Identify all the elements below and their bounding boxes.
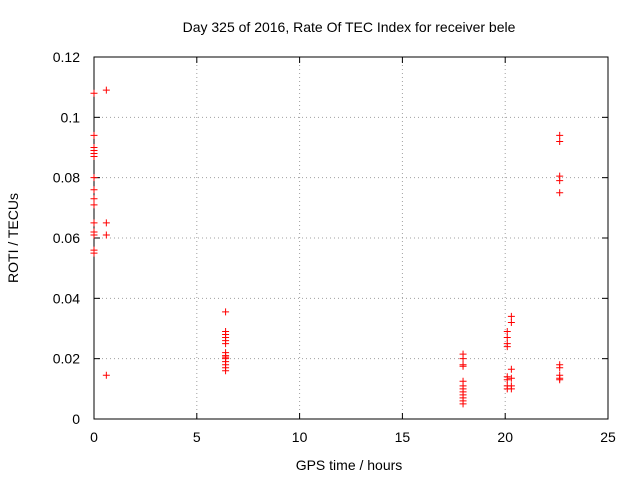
y-tick-label: 0 — [72, 411, 80, 427]
data-point — [503, 328, 511, 336]
data-point — [102, 231, 110, 239]
data-point — [556, 376, 564, 384]
data-point — [507, 374, 515, 382]
y-tick-label: 0.08 — [53, 170, 80, 186]
x-tick-label: 20 — [497, 429, 513, 445]
data-point — [459, 400, 467, 408]
data-point — [102, 371, 110, 379]
data-point — [556, 131, 564, 139]
data-point — [90, 186, 98, 194]
y-tick-label: 0.12 — [53, 49, 80, 65]
data-point — [503, 334, 511, 342]
y-tick-label: 0.1 — [61, 109, 81, 125]
data-point — [222, 340, 230, 348]
data-point — [90, 249, 98, 257]
data-point — [90, 231, 98, 239]
data-point — [556, 137, 564, 145]
data-point — [90, 89, 98, 97]
data-point — [102, 86, 110, 94]
chart-title: Day 325 of 2016, Rate Of TEC Index for r… — [183, 19, 516, 35]
data-points — [90, 86, 564, 408]
grid-layer — [94, 57, 608, 419]
data-point — [90, 153, 98, 161]
x-tick-label: 0 — [90, 429, 98, 445]
data-point — [90, 219, 98, 227]
data-point — [507, 365, 515, 373]
x-tick-label: 5 — [193, 429, 201, 445]
data-point — [90, 201, 98, 209]
y-tick-label: 0.06 — [53, 230, 80, 246]
data-point — [507, 312, 515, 320]
data-point — [503, 343, 511, 351]
data-point — [556, 364, 564, 372]
y-axis-label: ROTI / TECUs — [5, 193, 21, 283]
data-point — [102, 219, 110, 227]
x-axis-label: GPS time / hours — [296, 457, 403, 473]
data-point — [459, 362, 467, 370]
data-point — [222, 367, 230, 375]
data-point — [556, 177, 564, 185]
data-point — [222, 308, 230, 316]
data-point — [556, 189, 564, 197]
y-tick-label: 0.02 — [53, 351, 80, 367]
data-point — [90, 174, 98, 182]
x-tick-label: 15 — [395, 429, 411, 445]
data-point — [507, 318, 515, 326]
x-tick-label: 10 — [292, 429, 308, 445]
data-point — [90, 195, 98, 203]
x-tick-label: 25 — [600, 429, 616, 445]
tick-layer: 0 5 10 15 20 25 0 0.02 0.04 0.06 0.08 0.1 0.12 — [53, 49, 616, 445]
data-point — [503, 376, 511, 384]
y-tick-label: 0.04 — [53, 290, 80, 306]
data-point — [507, 385, 515, 393]
data-point — [90, 131, 98, 139]
data-point — [459, 355, 467, 363]
